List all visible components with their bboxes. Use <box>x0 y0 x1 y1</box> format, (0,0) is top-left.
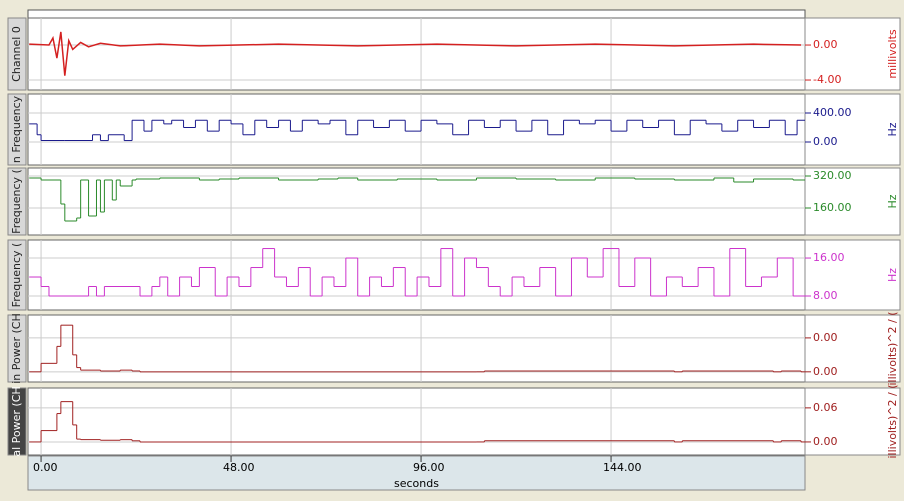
x-tick-label: 96.00 <box>413 461 445 474</box>
label-tab <box>7 387 27 456</box>
plot-area <box>27 314 806 383</box>
y-tick-label: 0.00 <box>813 135 838 148</box>
y-tick-label: 0.00 <box>813 331 838 344</box>
y-tick-label: 8.00 <box>813 289 838 302</box>
y-axis-label: in Power (CH <box>10 313 23 384</box>
x-tick-label: 144.00 <box>603 461 642 474</box>
header-bar <box>27 9 806 19</box>
unit-label: Hz <box>886 268 899 282</box>
unit-label: illivolts)^2 / ( <box>886 384 899 458</box>
label-tab <box>7 93 27 166</box>
axis-panel <box>804 93 901 166</box>
unit-label: millivolts <box>886 29 899 79</box>
unit-label: illivolts)^2 / ( <box>886 311 899 385</box>
y-axis-label: n Frequency <box>10 95 23 163</box>
label-tab <box>7 314 27 383</box>
unit-label: Hz <box>886 194 899 208</box>
y-tick-label: 0.00 <box>813 38 838 51</box>
signal-line <box>29 31 802 76</box>
y-tick-label: 0.06 <box>813 401 838 414</box>
plot-area <box>27 387 806 456</box>
series <box>29 177 805 222</box>
label-tab <box>7 17 27 91</box>
x-tick-label: 0.00 <box>33 461 58 474</box>
x-tick-label: 48.00 <box>223 461 255 474</box>
plot-area <box>27 239 806 311</box>
y-tick-label: 400.00 <box>813 106 852 119</box>
plot-area <box>27 17 806 91</box>
y-tick-label: 160.00 <box>813 201 852 214</box>
y-tick-label: 0.00 <box>813 365 838 378</box>
y-axis-label: Channel 0 <box>10 26 23 82</box>
axis-panel <box>804 239 901 311</box>
series <box>29 248 805 297</box>
axis-panel <box>804 314 901 383</box>
y-tick-label: 320.00 <box>813 169 852 182</box>
y-axis-label: Frequency ( <box>10 243 23 308</box>
plot-area <box>27 167 806 236</box>
series <box>29 401 805 443</box>
axis-panel <box>804 167 901 236</box>
y-axis-label: al Power (CH <box>10 386 23 456</box>
series <box>29 324 805 373</box>
y-axis-label: Frequency ( <box>10 169 23 234</box>
plot-area <box>27 93 806 166</box>
series <box>29 119 805 142</box>
y-tick-label: -4.00 <box>813 73 841 86</box>
x-axis-label: seconds <box>394 477 439 490</box>
y-tick-label: 16.00 <box>813 251 845 264</box>
y-tick-label: 0.00 <box>813 435 838 448</box>
unit-label: Hz <box>886 122 899 136</box>
x-axis-bar <box>27 455 806 491</box>
label-tab <box>7 167 27 236</box>
axis-panel <box>804 17 901 91</box>
series <box>29 31 802 76</box>
label-tab <box>7 239 27 311</box>
axis-panel <box>804 387 901 456</box>
